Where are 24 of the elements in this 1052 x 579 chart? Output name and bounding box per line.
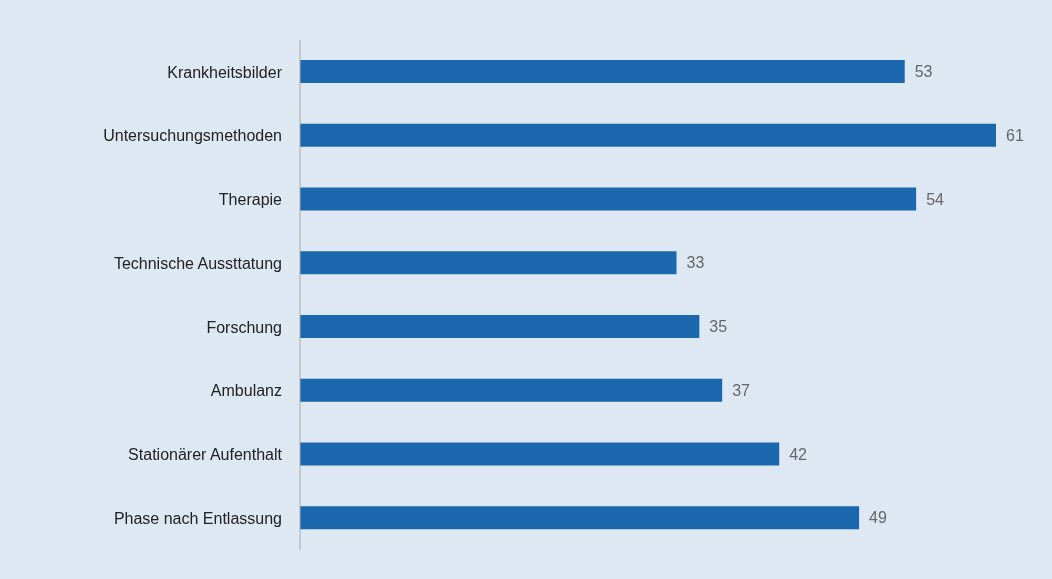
y-tick-label: Technische Aussttatung [113, 254, 282, 272]
data-label: 42 [789, 445, 808, 463]
bar [300, 378, 723, 402]
bar [300, 187, 917, 211]
bar [300, 442, 780, 466]
bar [300, 60, 905, 83]
y-tick-label: Krankheitsbilder [167, 63, 283, 81]
y-tick-label: Forschung [206, 318, 282, 336]
data-label: 37 [732, 381, 751, 399]
bar [300, 251, 677, 275]
data-label: 53 [914, 63, 933, 81]
data-label: 61 [1006, 126, 1024, 144]
bar [300, 506, 860, 530]
y-tick-label: Untersuchungsmethoden [103, 127, 282, 145]
y-tick-label: Phase nach Entlassung [113, 509, 282, 527]
y-tick-label: Therapie [218, 191, 283, 209]
data-label: 35 [709, 318, 728, 336]
bar [300, 315, 700, 338]
data-label: 54 [926, 190, 945, 208]
data-label: 49 [869, 509, 887, 527]
bar [300, 123, 996, 147]
y-tick-label: Stationärer Aufenthalt [128, 446, 283, 464]
y-tick-label: Ambulanz [210, 382, 282, 400]
data-label: 33 [686, 254, 705, 272]
